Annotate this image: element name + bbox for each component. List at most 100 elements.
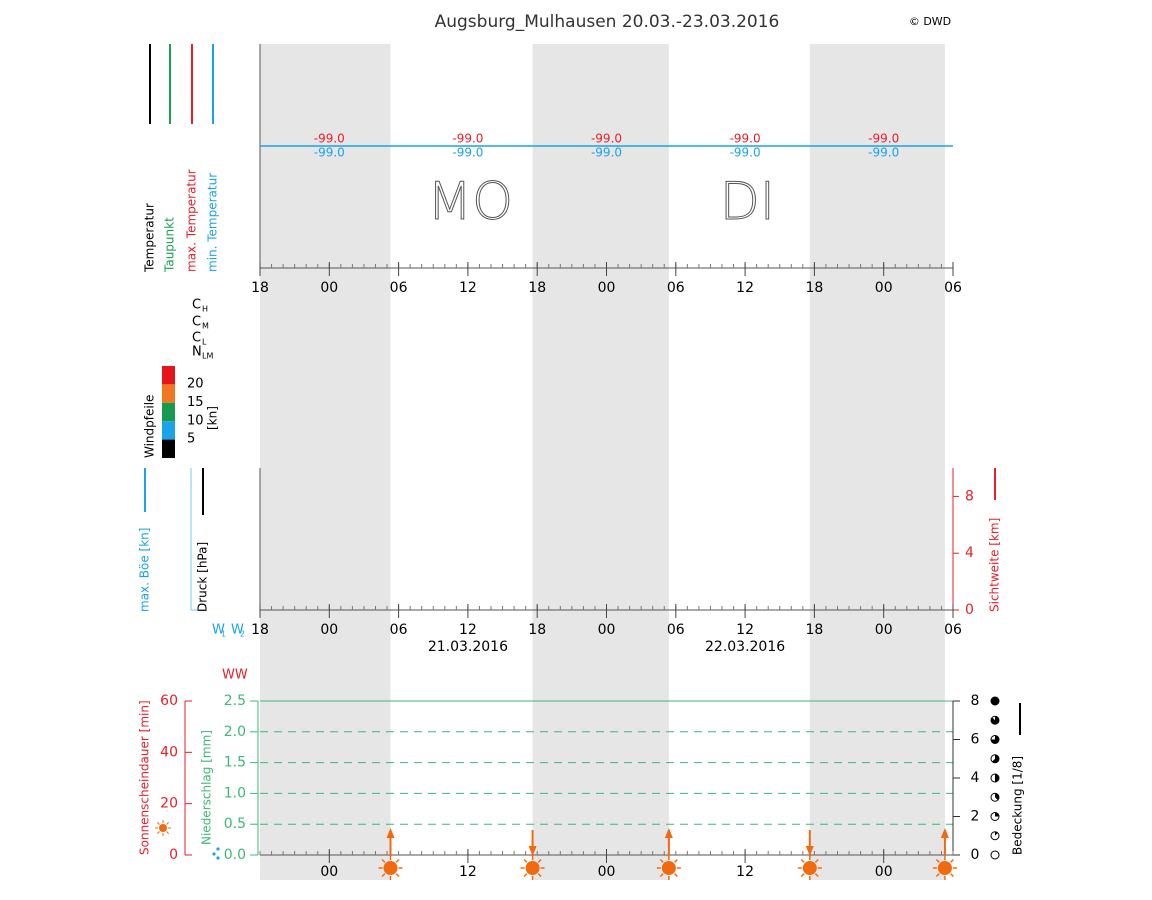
value-label: -99.0 [452, 132, 483, 146]
precip-tick-label: 0.0 [224, 847, 246, 863]
credit: © DWD [909, 15, 951, 28]
arrow-head [528, 846, 537, 856]
x-tick-label: 18 [805, 280, 823, 296]
x-tick-label: 18 [251, 280, 269, 296]
x-tick-label: 12 [736, 280, 754, 296]
sun-icon-ray [166, 831, 170, 835]
date-label: 21.03.2016 [428, 639, 508, 655]
y2-tick-label: 4 [971, 770, 980, 786]
precip-tick-label: 2.0 [224, 724, 246, 740]
cloud-label: C [192, 331, 201, 346]
code-label: W [212, 623, 225, 638]
precip-tick-label: 1.0 [224, 785, 246, 801]
sun-ray [935, 873, 940, 878]
sun-ray [395, 858, 400, 863]
legend-unit: [kn] [206, 406, 220, 430]
y-tick-label: 60 [160, 693, 178, 709]
sun-icon-ray [166, 821, 170, 825]
x-tick-label: 06 [667, 280, 685, 296]
cover-symbol-fill [991, 716, 1000, 725]
cover-symbol [990, 696, 1000, 706]
x-tick-label: 06 [944, 280, 962, 296]
sun-ray [814, 873, 819, 878]
x-tick-label: 00 [875, 864, 893, 880]
sun-ray [659, 858, 664, 863]
arrow-head [386, 828, 395, 838]
y2-tick-label: 6 [971, 732, 980, 748]
arrow-head [805, 846, 814, 856]
sun-symbol [525, 861, 540, 875]
sun-ray [673, 873, 678, 878]
sun-ray [673, 858, 678, 863]
x-tick-label: 00 [598, 622, 616, 638]
cover-symbol [990, 850, 1000, 860]
wind-color-box [162, 421, 175, 440]
wind-level-label: 5 [187, 432, 195, 447]
sun-ray [935, 858, 940, 863]
x-tick-label: 06 [390, 622, 408, 638]
cover-symbol-fill [995, 793, 999, 801]
cover-symbol-fill [991, 735, 999, 744]
y2-tick-label: 4 [965, 545, 974, 561]
code-label: W [231, 623, 244, 638]
sun-ray [659, 873, 664, 878]
sun-ray [800, 873, 805, 878]
rain-icon [216, 856, 220, 860]
precip-tick-label: 0.5 [224, 816, 246, 832]
y-tick-label: 40 [160, 744, 178, 760]
cover-symbol-fill [995, 812, 999, 817]
cloud-label: N [192, 345, 202, 360]
legend-label: Temperatur [143, 203, 157, 273]
x-tick-label: 00 [320, 864, 338, 880]
x-tick-label: 00 [598, 864, 616, 880]
day-label: MO [427, 172, 513, 232]
legend-label: max. Temperatur [185, 169, 199, 272]
cloud-label-sub: H [202, 305, 208, 314]
cloud-label-sub: LM [202, 352, 213, 361]
annotation: WW [222, 668, 248, 683]
wind-color-box [162, 366, 175, 385]
x-tick-label: 12 [459, 622, 477, 638]
wind-color-box [162, 439, 175, 458]
bracket [190, 468, 198, 611]
sun-icon-ray [156, 831, 160, 835]
legend-label: Taupunkt [163, 217, 177, 273]
value-label: -99.0 [452, 146, 483, 160]
sun-ray [381, 873, 386, 878]
x-tick-label: 06 [390, 280, 408, 296]
sun-symbol [383, 861, 398, 875]
sun-ray [537, 858, 542, 863]
sun-ray [950, 873, 954, 878]
axis-label: Sonnenscheindauer [min] [138, 700, 152, 855]
sun-ray [814, 858, 819, 863]
y2-tick-label: 0 [965, 602, 974, 618]
value-label: -99.0 [868, 146, 899, 160]
chart-title: Augsburg_Mulhausen 20.03.-23.03.2016 [435, 12, 780, 32]
night-band [809, 44, 945, 880]
legend-label: Sichtweite [km] [988, 518, 1002, 612]
sun-ray [395, 873, 400, 878]
sun-ray [800, 858, 805, 863]
cloud-label: C [192, 298, 201, 313]
y2-tick-label: 2 [971, 809, 980, 825]
sun-icon [159, 824, 167, 832]
sun-ray [950, 858, 954, 863]
wind-level-label: 10 [187, 413, 204, 428]
value-label: -99.0 [314, 146, 345, 160]
sun-icon-ray [156, 821, 160, 825]
axis-label: Bedeckung [1/8] [1011, 756, 1025, 855]
y-tick-label: 0 [169, 847, 178, 863]
x-tick-label: 18 [251, 622, 269, 638]
x-tick-label: 18 [528, 622, 546, 638]
arrow-head [940, 828, 949, 838]
wind-color-box [162, 402, 175, 422]
sun-ray [523, 858, 528, 863]
sun-ray [537, 873, 542, 878]
legend-label: min. Temperatur [206, 173, 220, 272]
sun-symbol [802, 861, 817, 875]
sun-symbol [937, 861, 952, 875]
sun-ray [381, 858, 386, 863]
cover-symbol-fill [992, 754, 1000, 763]
x-tick-label: 00 [875, 280, 893, 296]
